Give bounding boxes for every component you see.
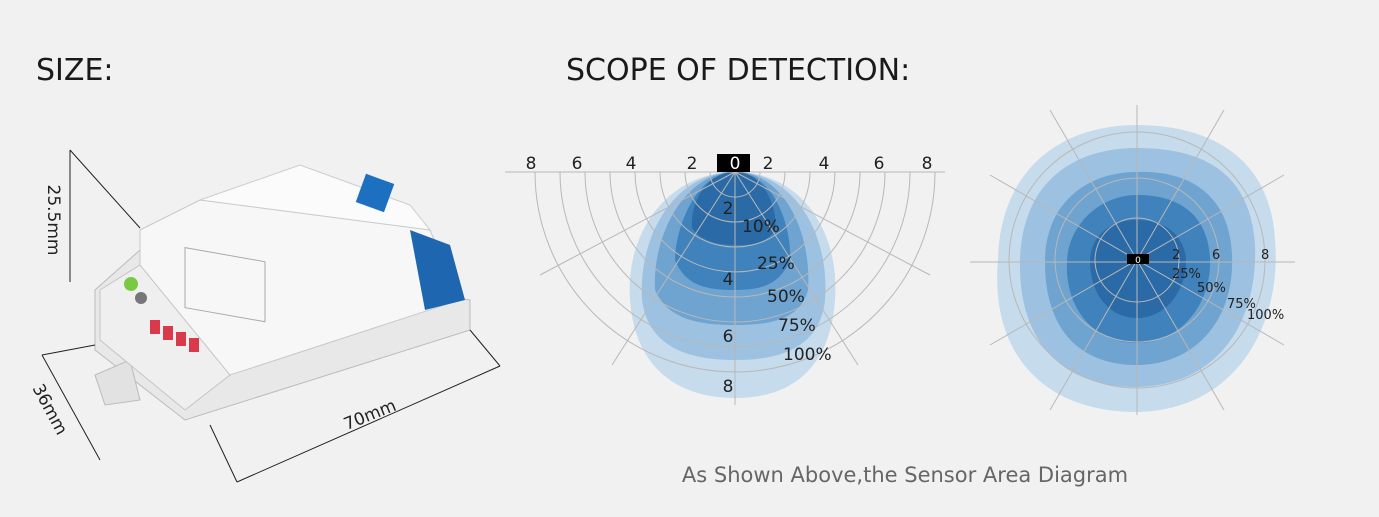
- depth-label: 2: [723, 199, 734, 219]
- depth-label: 8: [723, 377, 734, 397]
- scale-label: 6: [572, 154, 583, 174]
- side-top-scale: 8 6 4 2 0 2 4 6 8: [526, 154, 933, 174]
- level-label: 75%: [778, 316, 816, 336]
- height-label: 25.5mm: [43, 185, 63, 256]
- level-label: 50%: [1197, 281, 1226, 296]
- level-label: 100%: [783, 345, 832, 365]
- level-label: 50%: [767, 287, 805, 307]
- side-view: [505, 154, 945, 405]
- scale-label: 4: [819, 154, 830, 174]
- length-label: 70mm: [341, 396, 399, 435]
- radius-label: 2: [1172, 248, 1180, 263]
- size-title: SIZE:: [36, 53, 114, 88]
- depth-label: 4: [723, 270, 734, 290]
- scale-label: 6: [874, 154, 885, 174]
- scale-label: 2: [687, 154, 698, 174]
- dimension-lines: [41, 149, 501, 483]
- scope-title: SCOPE OF DETECTION:: [566, 53, 910, 88]
- level-label: 75%: [1227, 297, 1256, 312]
- scale-label: 4: [626, 154, 637, 174]
- scale-label: 0: [730, 154, 741, 174]
- radius-label: 6: [1212, 248, 1220, 263]
- center-label: 0: [1135, 256, 1141, 266]
- scale-label: 2: [763, 154, 774, 174]
- top-view: [970, 105, 1295, 415]
- radius-label: 8: [1261, 248, 1269, 263]
- scale-label: 8: [526, 154, 537, 174]
- caption: As Shown Above,the Sensor Area Diagram: [682, 463, 1128, 487]
- depth-label: 6: [723, 327, 734, 347]
- level-label: 100%: [1247, 308, 1284, 323]
- device: [94, 164, 471, 421]
- scale-label: 8: [922, 154, 933, 174]
- level-label: 25%: [757, 254, 795, 274]
- level-label: 25%: [1172, 267, 1201, 282]
- width-label: 36mm: [28, 381, 71, 439]
- level-label: 10%: [742, 217, 780, 237]
